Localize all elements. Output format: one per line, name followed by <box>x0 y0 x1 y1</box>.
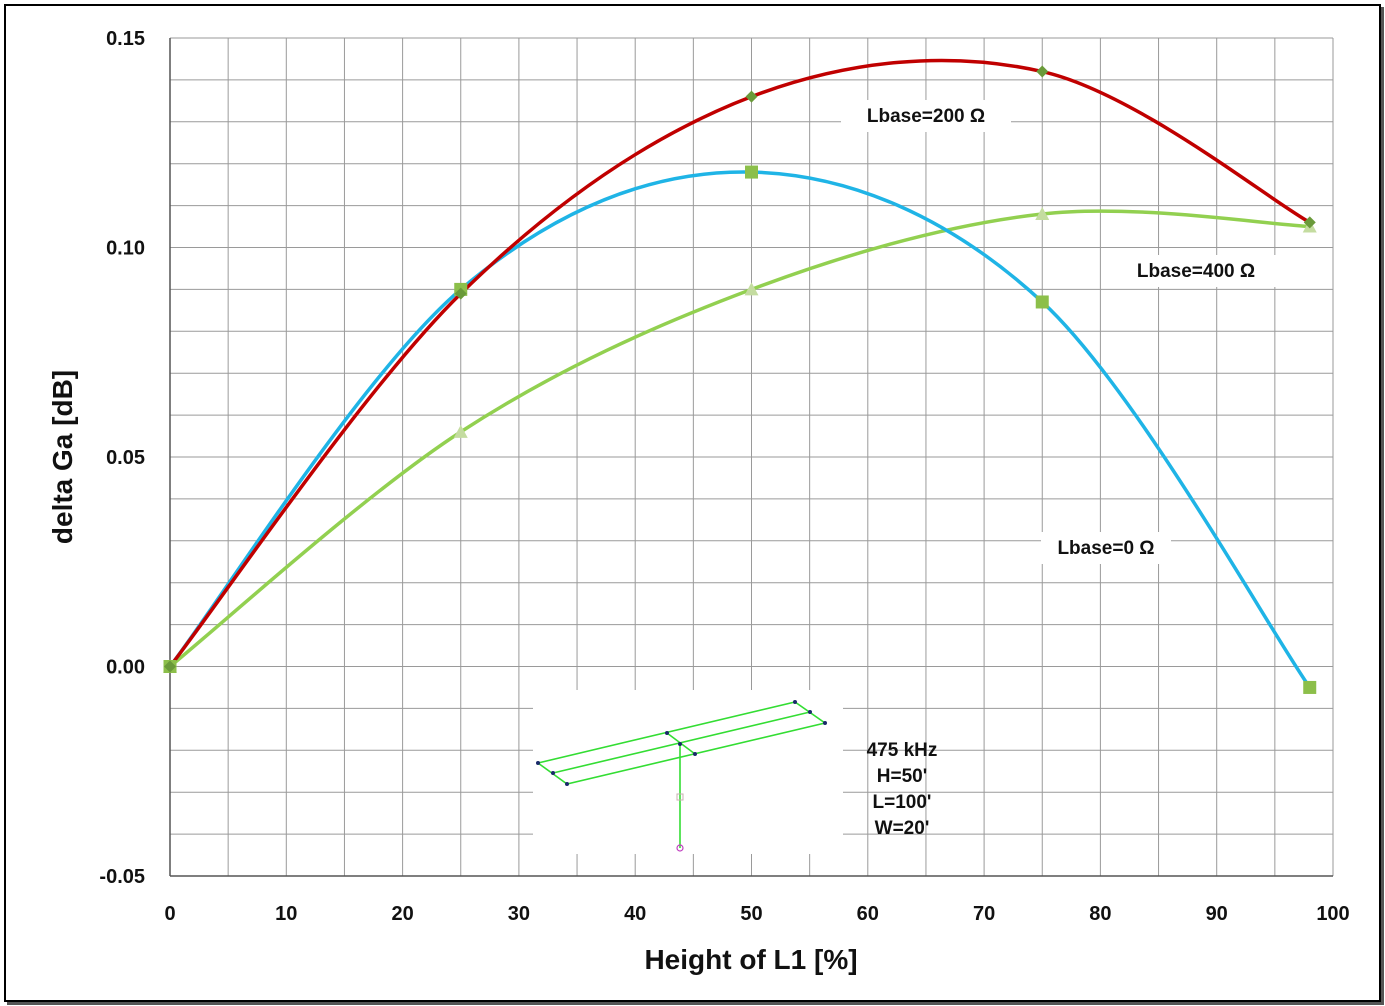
data-point <box>744 282 759 296</box>
x-tick-label: 20 <box>391 903 413 925</box>
inset-text: 475 kHz H=50' L=100' W=20' <box>867 740 938 839</box>
x-tick-label: 50 <box>740 903 762 925</box>
data-point <box>454 287 467 300</box>
data-point <box>745 90 758 103</box>
antenna-load <box>676 793 684 801</box>
inset-line-4: W=20' <box>875 818 930 839</box>
data-point <box>164 660 176 673</box>
x-tick-label: 40 <box>624 903 646 925</box>
tick-labels: 0 10 20 30 40 50 60 70 80 90 100 0.15 0.10 0.05 0.00 -0… <box>99 28 1349 925</box>
antenna-sketch <box>533 690 843 854</box>
data-point <box>1036 65 1049 78</box>
series-label: Lbase=0 Ω <box>1057 538 1154 559</box>
x-axis-title: Height of L1 [%] <box>644 944 857 975</box>
y-tick-label: 0.00 <box>106 657 145 679</box>
data-point <box>453 424 468 438</box>
y-axis-title: delta Ga [dB] <box>47 370 78 544</box>
series-label-background <box>1041 532 1171 564</box>
series-group <box>163 58 1317 694</box>
x-tick-label: 10 <box>275 903 297 925</box>
x-tick-label: 80 <box>1089 903 1111 925</box>
series-label-background <box>841 100 1011 132</box>
antenna-wire <box>552 711 811 774</box>
data-point <box>1303 216 1316 229</box>
antenna-feed <box>676 844 684 852</box>
data-point <box>1035 206 1050 220</box>
y-tick-label: -0.05 <box>99 866 145 888</box>
y-tick-label: 0.15 <box>106 28 145 50</box>
x-tick-label: 60 <box>857 903 879 925</box>
data-point <box>1303 680 1317 694</box>
x-tick-label: 90 <box>1206 903 1228 925</box>
x-tick-label: 0 <box>164 903 175 925</box>
data-point <box>745 165 758 179</box>
grid <box>169 37 1334 877</box>
data-point <box>1035 295 1049 309</box>
inset-line-3: L=100' <box>873 792 932 813</box>
x-tick-label: 30 <box>508 903 530 925</box>
x-tick-label: 70 <box>973 903 995 925</box>
antenna-nodes <box>536 700 827 786</box>
series-line <box>168 209 1312 669</box>
inset-line-2: H=50' <box>877 766 927 787</box>
series-label: Lbase=400 Ω <box>1137 261 1255 282</box>
series-labels: Lbase=200 Ω Lbase=0 Ω Lbase=400 Ω <box>841 100 1281 564</box>
series-label: Lbase=200 Ω <box>867 106 985 127</box>
inset-line-1: 475 kHz <box>867 740 938 761</box>
series-label-background <box>1111 255 1281 287</box>
antenna-sketch-background <box>533 690 843 854</box>
series-line <box>168 58 1312 669</box>
y-tick-label: 0.05 <box>106 447 145 469</box>
x-tick-label: 100 <box>1316 903 1349 925</box>
y-tick-label: 0.10 <box>106 238 145 260</box>
